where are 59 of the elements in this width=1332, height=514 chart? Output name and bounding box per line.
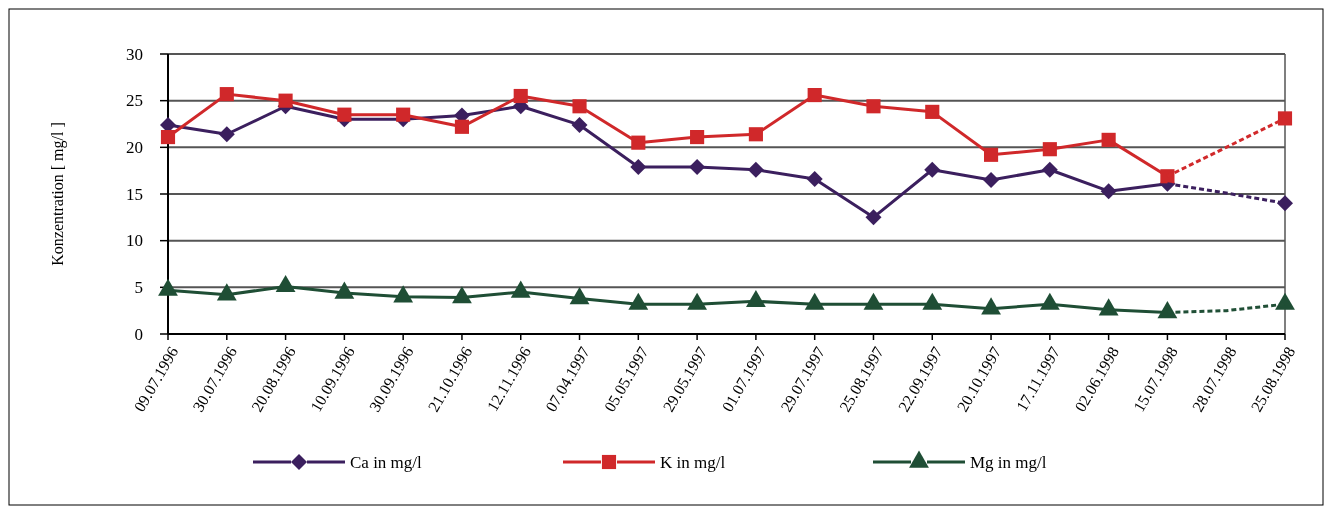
point xyxy=(569,287,590,305)
y-tick-label: 15 xyxy=(126,184,143,204)
point xyxy=(510,280,531,298)
point xyxy=(1039,292,1060,310)
y-tick-label: 0 xyxy=(134,324,143,344)
point xyxy=(747,161,764,178)
point xyxy=(393,285,414,303)
legend-label: K in mg/l xyxy=(660,452,726,472)
point xyxy=(160,130,176,145)
point xyxy=(630,158,647,175)
point xyxy=(925,104,940,119)
point xyxy=(1275,292,1295,310)
point xyxy=(983,147,999,162)
legend-label: Ca in mg/l xyxy=(350,452,423,472)
point xyxy=(687,292,708,310)
point xyxy=(1098,298,1119,316)
point xyxy=(628,292,649,310)
point xyxy=(572,99,587,114)
point xyxy=(278,93,293,108)
point xyxy=(863,292,884,310)
point xyxy=(748,127,763,142)
point xyxy=(924,161,941,178)
point xyxy=(807,88,822,103)
point xyxy=(745,289,766,308)
point xyxy=(983,172,1000,188)
point xyxy=(1041,161,1058,178)
point xyxy=(1101,132,1116,147)
point xyxy=(1277,111,1293,126)
point xyxy=(806,171,823,188)
legend-label: Mg in mg/l xyxy=(970,452,1047,472)
point xyxy=(513,88,528,104)
point xyxy=(981,297,1001,315)
point xyxy=(218,126,235,143)
point xyxy=(1100,183,1117,200)
point xyxy=(219,87,234,102)
point xyxy=(1042,142,1057,157)
y-tick-label: 20 xyxy=(126,137,143,157)
point xyxy=(865,209,882,226)
y-tick-label: 10 xyxy=(126,231,143,251)
point xyxy=(866,99,881,114)
point xyxy=(922,292,943,310)
point xyxy=(689,158,706,175)
y-tick-label: 25 xyxy=(126,91,143,111)
point xyxy=(396,107,411,122)
point xyxy=(452,286,472,304)
point xyxy=(631,135,646,150)
point xyxy=(158,278,178,296)
y-tick-label: 30 xyxy=(126,44,143,64)
point xyxy=(1160,169,1175,184)
point xyxy=(337,107,352,122)
y-tick-label: 5 xyxy=(134,277,143,297)
point xyxy=(804,292,825,310)
point xyxy=(216,283,237,301)
point xyxy=(275,274,296,293)
point xyxy=(334,281,355,299)
point xyxy=(690,130,705,145)
point xyxy=(571,116,588,133)
y-axis-title: Konzentration [ mg/l ] xyxy=(49,122,67,266)
point xyxy=(454,119,470,134)
